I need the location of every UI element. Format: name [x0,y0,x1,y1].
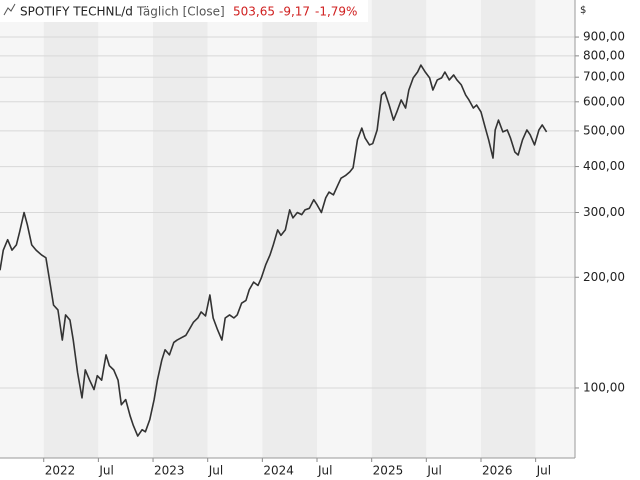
x-tick-label: 2025 [373,464,404,478]
plot-band [426,0,481,458]
x-tick-label: Jul [317,464,332,478]
plot-band [0,0,44,458]
plot-marks [0,64,548,437]
y-tick-label: 500,00 [583,123,625,137]
y-tick-label: 600,00 [583,94,625,108]
plot-band [480,0,536,458]
x-tick-label: Jul [208,464,223,478]
x-tick-label: Jul [426,464,441,478]
y-tick-label: 200,00 [583,270,625,284]
price-line [0,64,548,437]
y-tick-label: 800,00 [583,48,625,62]
y-tick-label: 300,00 [583,205,625,219]
x-tick-label: Jul [98,464,113,478]
last-value: 503,65 [233,5,275,19]
chart-subtitle: Täglich [Close] [136,5,225,19]
plot-background: 100,00 200,00 300,00 400,00 500,00 600,00 700,… [0,0,625,478]
x-tick-label: 2023 [154,464,185,478]
y-tick-label: 100,00 [583,380,625,394]
y-axis-label: $ [580,5,586,16]
y-tick-label: 400,00 [583,159,625,173]
plot-band [207,0,263,458]
y-tick-label: 900,00 [583,30,625,44]
plot-band [153,0,208,458]
plot-band [98,0,154,458]
plot-band [262,0,318,458]
x-tick-label: 2024 [263,464,294,478]
chart-title: SPOTIFY TECHNL/d [20,5,133,19]
y-tick-label: 700,00 [583,70,625,84]
plot-band [371,0,427,458]
change-percent: -1,79% [315,5,357,19]
change: -9,17 [279,5,310,19]
plot-band [317,0,372,458]
plot-band [535,0,575,458]
x-tick-label: 2022 [45,464,76,478]
plot-band [43,0,99,458]
header-background [0,0,368,22]
x-tick-label: 2026 [482,464,513,478]
line-icon [3,3,16,16]
x-tick-label: Jul [536,464,551,478]
